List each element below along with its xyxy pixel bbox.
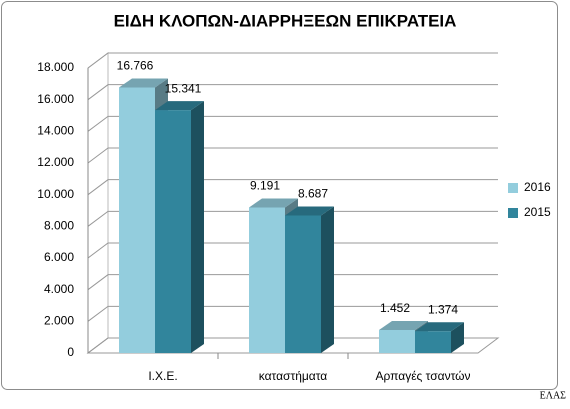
bar-top: [415, 322, 464, 332]
x-tick-label: Αρπαγές τσαντών: [375, 369, 470, 383]
bar-front: [285, 215, 321, 353]
chart-title: ΕΙΔΗ ΚΛΟΠΩΝ-ΔΙΑΡΡΗΞΕΩΝ ΕΠΙΚΡΑΤΕΙΑ: [114, 11, 457, 30]
bar-top: [119, 78, 168, 88]
y-tick-label: 4.000: [44, 282, 74, 296]
y-tick-label: 6.000: [44, 250, 74, 264]
x-tick-label: καταστήματα: [259, 369, 328, 383]
grid-line: [87, 115, 498, 132]
bar-top: [379, 321, 428, 331]
y-tick-label: 10.000: [37, 187, 74, 201]
y-tick-label: 12.000: [37, 155, 74, 169]
value-label: 9.191: [250, 179, 280, 193]
grid-line: [87, 84, 498, 101]
grid-line: [87, 337, 498, 354]
grid-line: [87, 52, 498, 69]
bar-front: [379, 330, 415, 353]
bar-front: [249, 207, 285, 353]
legend-swatch: [508, 208, 518, 218]
bar: [285, 206, 334, 353]
bar-front: [415, 331, 451, 353]
bar-front: [119, 87, 155, 353]
grid-line: [87, 179, 498, 196]
bar-side: [321, 206, 334, 353]
value-label: 16.766: [117, 59, 154, 73]
bar: [155, 101, 204, 353]
y-tick-label: 0: [67, 345, 74, 359]
bar-front: [155, 110, 191, 353]
grid-line: [87, 147, 498, 164]
grid-line: [87, 210, 498, 227]
y-tick-label: 16.000: [37, 92, 74, 106]
bar-side: [191, 101, 204, 353]
y-tick-label: 8.000: [44, 219, 74, 233]
grid-line: [87, 305, 498, 322]
watermark: ΕΛΑΣ: [540, 390, 567, 401]
bar-top: [155, 101, 204, 111]
legend-label: 2016: [524, 180, 551, 194]
value-label: 15.341: [165, 81, 202, 95]
value-label: 8.687: [298, 187, 328, 201]
bar-top: [285, 206, 334, 216]
bar-side: [451, 322, 464, 353]
value-label: 1.452: [380, 301, 410, 315]
value-label: 1.374: [428, 302, 458, 316]
grid-line: [87, 242, 498, 259]
y-tick-label: 2.000: [44, 314, 74, 328]
y-tick-label: 14.000: [37, 124, 74, 138]
legend-swatch: [508, 183, 518, 193]
x-tick-label: Ι.Χ.Ε.: [148, 369, 177, 383]
bar: [415, 322, 464, 353]
bar-top: [249, 198, 298, 208]
y-tick-label: 18.000: [37, 60, 74, 74]
legend-label: 2015: [524, 205, 551, 219]
grid-line: [87, 274, 498, 291]
